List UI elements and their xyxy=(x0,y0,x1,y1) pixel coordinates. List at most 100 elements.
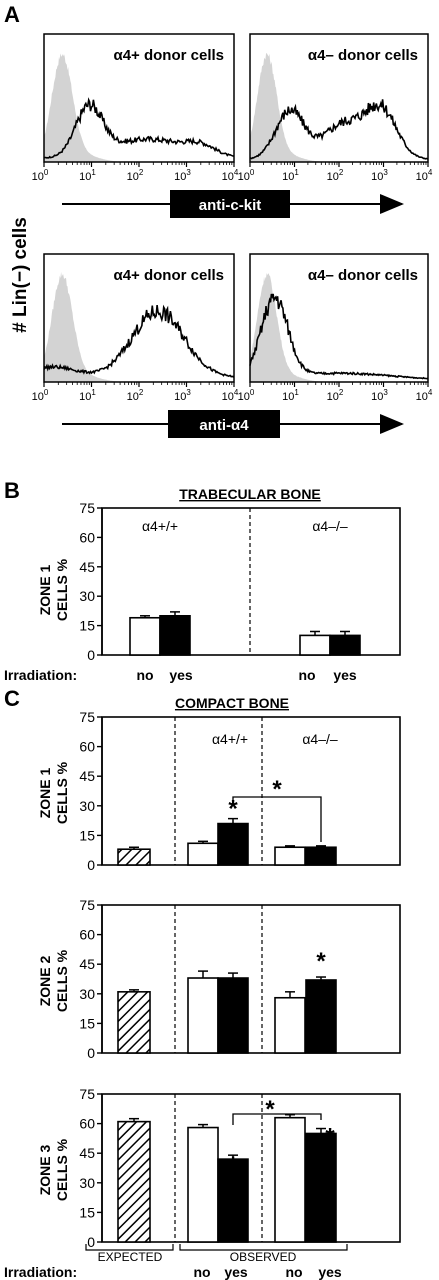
isotype-control-histogram xyxy=(44,53,130,162)
histogram-tick-label: 102 xyxy=(127,388,144,403)
observed-footer-label: OBSERVED xyxy=(230,1250,297,1264)
panel-letter-a: A xyxy=(4,2,20,27)
compact-zone-panel: 0 15 30 45 60 75 ZONE 2CELLS % * xyxy=(37,897,401,1061)
y-tick-label: 45 xyxy=(79,956,95,972)
y-axis-label: ZONE 3CELLS % xyxy=(37,1138,70,1201)
irradiation-category: yes xyxy=(318,1264,342,1280)
bar xyxy=(299,634,331,656)
histogram-tick-label: 104 xyxy=(222,168,239,183)
c-kit-arrow: anti-c-kit xyxy=(62,190,404,218)
significance-star: * xyxy=(272,776,282,803)
bar xyxy=(217,822,249,866)
group-label: α4+/+ xyxy=(212,731,248,747)
irradiation-category: no xyxy=(298,667,315,683)
bar xyxy=(274,1116,306,1243)
bar xyxy=(187,1126,219,1243)
y-tick-label: 30 xyxy=(79,798,95,814)
y-axis-label: ZONE 1CELLS % xyxy=(37,761,70,824)
histogram-tick-label: 104 xyxy=(416,388,433,403)
histogram-panel: α4+ donor cells 100 101 102 103 104 xyxy=(32,253,239,403)
bar xyxy=(305,846,337,866)
histogram-tick-label: 103 xyxy=(371,388,388,403)
significance-star: * xyxy=(228,1152,238,1179)
histogram-tick-label: 103 xyxy=(371,168,388,183)
y-tick-label: 0 xyxy=(87,1045,95,1061)
y-tick-label: 75 xyxy=(79,1086,95,1102)
histogram-panel: α4– donor cells 100 101 102 103 104 xyxy=(238,253,433,403)
bar xyxy=(305,979,337,1054)
compact-zone-panel: 0 15 30 45 60 75 ZONE 1CELLS % α4+/+ α4–/– * * xyxy=(37,709,401,873)
irradiation-label: Irradiation: xyxy=(4,1264,77,1280)
c-kit-arrow-label: anti-c-kit xyxy=(199,197,262,214)
y-tick-label: 45 xyxy=(79,768,95,784)
irradiation-category: yes xyxy=(224,1264,248,1280)
y-tick-label: 60 xyxy=(79,1116,95,1132)
bar xyxy=(217,977,249,1054)
alpha4-arrow-label: anti-α4 xyxy=(199,417,249,434)
y-tick-label: 60 xyxy=(79,927,95,943)
irradiation-category: yes xyxy=(169,667,193,683)
histogram-tick-label: 102 xyxy=(127,168,144,183)
irradiation-label: Irradiation: xyxy=(4,667,77,683)
panel-letter-c: C xyxy=(4,686,20,711)
y-tick-label: 0 xyxy=(87,857,95,873)
stained-histogram-line xyxy=(43,304,235,378)
isotype-control-histogram xyxy=(44,272,130,382)
histogram-tick-label: 103 xyxy=(174,168,191,183)
y-tick-label: 15 xyxy=(79,1015,95,1031)
histogram-label: α4– donor cells xyxy=(308,267,418,284)
stained-histogram-line xyxy=(249,99,429,160)
histogram-tick-label: 104 xyxy=(416,168,433,183)
alpha4-arrow: anti-α4 xyxy=(62,410,404,438)
histogram-tick-label: 100 xyxy=(32,168,49,183)
histogram-tick-label: 101 xyxy=(79,388,96,403)
bar xyxy=(187,842,219,866)
histogram-tick-label: 101 xyxy=(282,168,299,183)
stained-histogram-line xyxy=(43,97,235,159)
expected-bar xyxy=(117,991,151,1054)
y-tick-label: 0 xyxy=(87,1234,95,1250)
significance-bracket xyxy=(232,796,322,842)
chart-title: COMPACT BONE xyxy=(175,695,289,711)
bar xyxy=(274,846,306,866)
histogram-tick-label: 103 xyxy=(174,388,191,403)
significance-star: * xyxy=(265,1096,275,1123)
significance-star: * xyxy=(316,948,326,975)
isotype-control-histogram xyxy=(250,53,331,162)
y-axis-label: ZONE 2CELLS % xyxy=(37,949,70,1012)
y-tick-label: 45 xyxy=(79,559,95,575)
group-label: α4+/+ xyxy=(142,518,178,534)
y-tick-label: 0 xyxy=(87,647,95,663)
bar-charts: TRABECULAR BONE 0 15 30 45 60 75 ZONE 1CELLS % α… xyxy=(4,486,401,1280)
histogram-tick-label: 101 xyxy=(282,388,299,403)
y-tick-label: 60 xyxy=(79,739,95,755)
histogram-label: α4– donor cells xyxy=(308,47,418,64)
bar xyxy=(159,614,191,656)
bar xyxy=(217,1158,249,1243)
irradiation-category: no xyxy=(193,1264,210,1280)
expected-footer-label: EXPECTED xyxy=(98,1250,163,1264)
significance-star: * xyxy=(228,796,238,823)
histogram-y-axis-label: # Lin(−) cells xyxy=(10,217,31,333)
significance-bracket xyxy=(232,1113,322,1125)
histogram-tick-label: 102 xyxy=(327,388,344,403)
y-tick-label: 75 xyxy=(79,500,95,516)
histogram-tick-label: 100 xyxy=(32,388,49,403)
compact-zone-panel: 0 15 30 45 60 75 ZONE 3CELLS % * * * EXPECTED OBSER… xyxy=(4,1086,401,1280)
histogram-panel: α4– donor cells 100 101 102 103 104 xyxy=(238,33,433,183)
y-axis-label: ZONE 1CELLS % xyxy=(37,558,70,621)
histogram-tick-label: 104 xyxy=(222,388,239,403)
expected-bar xyxy=(117,1120,151,1243)
irradiation-category: yes xyxy=(333,667,357,683)
y-tick-label: 15 xyxy=(79,1204,95,1220)
y-tick-label: 30 xyxy=(79,588,95,604)
group-label: α4–/– xyxy=(302,731,338,747)
y-tick-label: 15 xyxy=(79,618,95,634)
bar xyxy=(129,616,161,656)
irradiation-category: no xyxy=(136,667,153,683)
y-tick-label: 45 xyxy=(79,1145,95,1161)
histogram-tick-label: 102 xyxy=(327,168,344,183)
histogram-panel: α4+ donor cells 100 101 102 103 104 xyxy=(32,33,239,183)
